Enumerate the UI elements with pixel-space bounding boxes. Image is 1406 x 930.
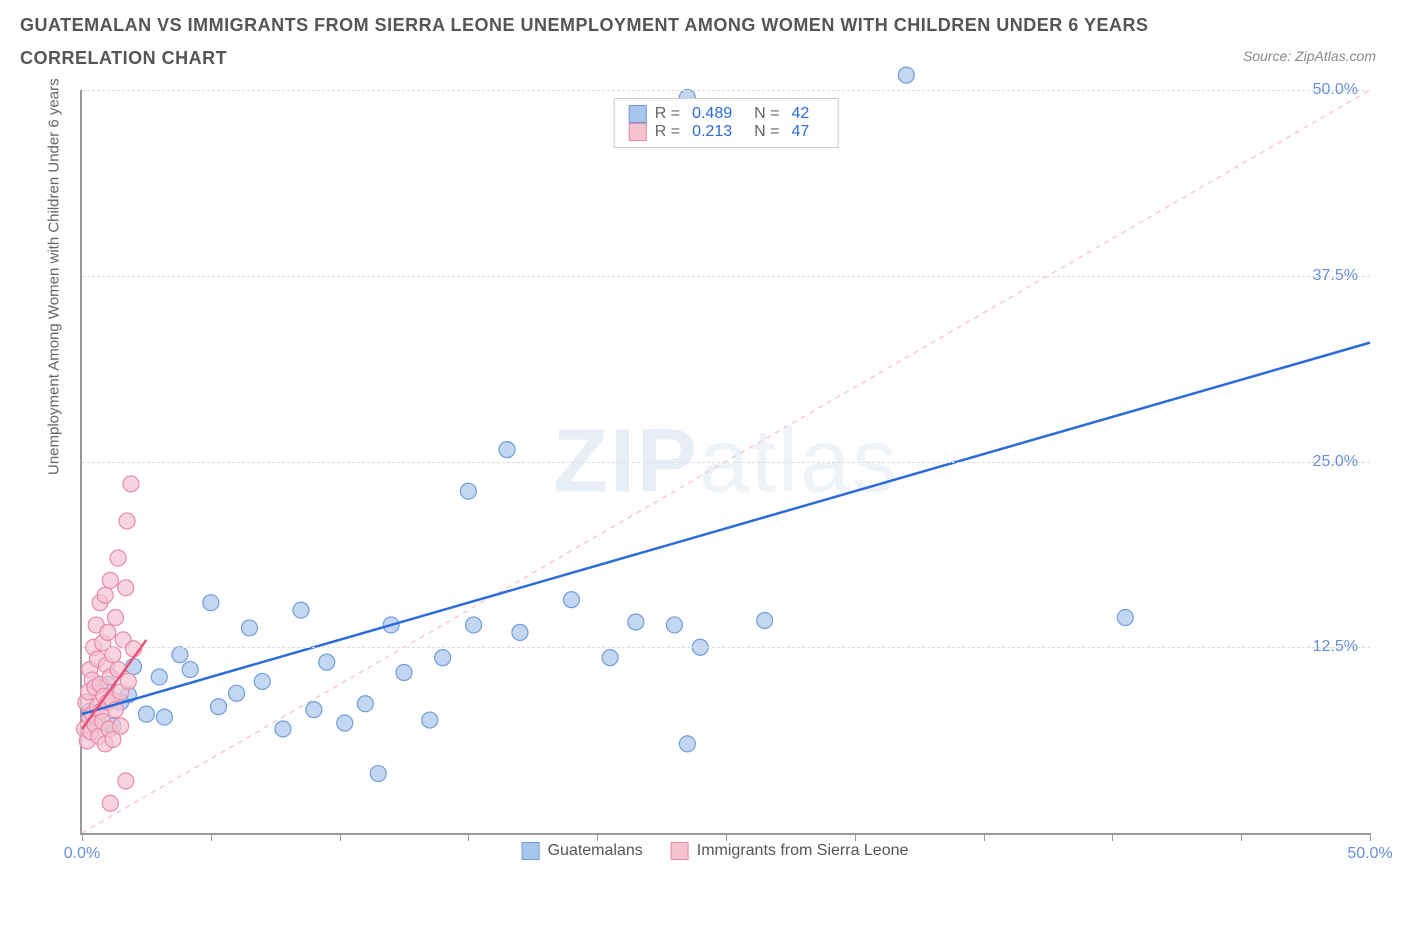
legend-label: Immigrants from Sierra Leone	[697, 842, 909, 860]
x-tick-label: 50.0%	[1347, 845, 1392, 863]
y-axis-label: Unemployment Among Women with Children U…	[46, 78, 63, 475]
plot-region: ZIPatlas R =0.489N =42R =0.213N =47 12.5…	[80, 90, 1370, 835]
correlation-legend: R =0.489N =42R =0.213N =47	[614, 98, 839, 148]
chart-title-line1: GUATEMALAN VS IMMIGRANTS FROM SIERRA LEO…	[20, 15, 1149, 36]
series-legend: Guatemalans Immigrants from Sierra Leone	[522, 842, 909, 860]
legend-label: Guatemalans	[548, 842, 643, 860]
legend-item: Guatemalans	[522, 842, 643, 860]
correlation-row: R =0.489N =42	[629, 105, 824, 123]
legend-swatch	[522, 842, 540, 860]
y-tick-label: 50.0%	[1313, 81, 1358, 99]
legend-swatch	[629, 123, 647, 141]
y-tick-label: 25.0%	[1313, 453, 1358, 471]
chart-title-line2: CORRELATION CHART	[20, 48, 227, 69]
y-tick-label: 12.5%	[1313, 638, 1358, 656]
chart-area: Unemployment Among Women with Children U…	[50, 85, 1380, 865]
x-tick-label: 0.0%	[64, 845, 100, 863]
legend-swatch	[629, 105, 647, 123]
source-attribution: Source: ZipAtlas.com	[1243, 48, 1376, 64]
legend-swatch	[671, 842, 689, 860]
legend-item: Immigrants from Sierra Leone	[671, 842, 909, 860]
y-tick-label: 37.5%	[1313, 267, 1358, 285]
correlation-row: R =0.213N =47	[629, 123, 824, 141]
